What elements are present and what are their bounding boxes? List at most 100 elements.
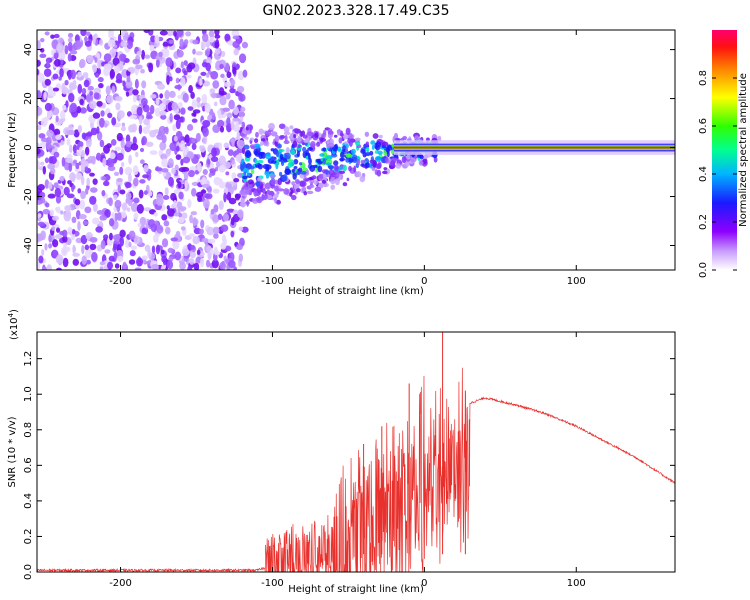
noise-blob bbox=[85, 132, 93, 137]
noise-blob bbox=[199, 228, 204, 235]
noise-blob bbox=[153, 129, 159, 134]
noise-blob bbox=[122, 261, 127, 270]
noise-blob bbox=[53, 33, 60, 39]
noise-blob bbox=[177, 94, 183, 99]
signal-blob bbox=[360, 149, 366, 154]
noise-blob bbox=[37, 142, 40, 148]
noise-blob bbox=[52, 239, 59, 248]
signal-blob bbox=[297, 135, 302, 142]
noise-blob bbox=[72, 144, 77, 154]
signal-blob bbox=[255, 131, 259, 138]
noise-blob bbox=[51, 91, 56, 97]
spec-ytick-label: 0 bbox=[23, 144, 34, 150]
signal-blob bbox=[283, 188, 290, 195]
noise-blob bbox=[235, 194, 241, 201]
signal-blob bbox=[339, 157, 346, 161]
noise-blob bbox=[160, 114, 167, 120]
noise-blob bbox=[217, 109, 222, 120]
signal-blob bbox=[270, 148, 275, 152]
noise-blob bbox=[144, 54, 151, 59]
noise-blob bbox=[167, 176, 174, 187]
noise-blob bbox=[132, 94, 137, 103]
noise-blob bbox=[213, 176, 221, 186]
noise-blob bbox=[114, 96, 123, 101]
noise-blob bbox=[202, 119, 211, 128]
noise-blob bbox=[172, 124, 177, 132]
noise-blob bbox=[133, 212, 139, 221]
noise-blob bbox=[206, 72, 210, 78]
noise-blob bbox=[89, 243, 97, 251]
signal-blob bbox=[365, 162, 370, 169]
snr-ticks: -200 -100 0 100 0.0 0.2 0.4 0.6 0.8 1.0 1.2 bbox=[23, 332, 675, 589]
noise-blob bbox=[113, 171, 120, 177]
signal-blob bbox=[350, 148, 356, 155]
noise-blob bbox=[37, 213, 42, 219]
noise-blob bbox=[78, 214, 87, 220]
noise-blob bbox=[98, 83, 104, 89]
noise-blob bbox=[154, 34, 160, 44]
noise-blob bbox=[72, 80, 77, 86]
noise-blob bbox=[129, 250, 136, 257]
noise-blob bbox=[159, 141, 167, 151]
noise-blob bbox=[143, 164, 149, 173]
signal-blob bbox=[298, 180, 306, 187]
signal-blob bbox=[356, 158, 360, 166]
signal-blob bbox=[285, 147, 290, 155]
snr-scale-prefix: (x10 bbox=[9, 317, 20, 340]
signal-blob bbox=[269, 174, 276, 178]
colorbar-tick-label: 0.6 bbox=[698, 118, 709, 134]
noise-blob bbox=[119, 229, 126, 238]
noise-blob bbox=[66, 193, 75, 199]
noise-blob bbox=[182, 146, 189, 153]
noise-blob bbox=[142, 174, 150, 179]
signal-blob bbox=[273, 193, 279, 199]
signal-blob bbox=[308, 184, 315, 189]
signal-blob bbox=[340, 151, 345, 159]
noise-blob bbox=[59, 67, 64, 78]
noise-blob bbox=[92, 178, 98, 185]
noise-blob bbox=[175, 119, 181, 130]
noise-blob bbox=[43, 116, 50, 122]
noise-blob bbox=[168, 39, 175, 45]
noise-blob bbox=[219, 261, 227, 270]
noise-blob bbox=[155, 58, 160, 68]
noise-blob bbox=[162, 195, 170, 201]
noise-blob bbox=[190, 91, 195, 99]
noise-blob bbox=[231, 172, 237, 180]
noise-blob bbox=[156, 224, 164, 234]
colorbar-label: Normalized spectral amplitude bbox=[738, 73, 749, 227]
noise-blob bbox=[127, 199, 133, 207]
signal-blob bbox=[265, 153, 271, 160]
noise-blob bbox=[112, 234, 121, 241]
noise-blob bbox=[86, 95, 92, 101]
noise-blob bbox=[175, 67, 182, 74]
spec-ytick-label: -20 bbox=[23, 188, 34, 204]
noise-blob bbox=[97, 68, 102, 75]
noise-blob bbox=[162, 41, 169, 47]
signal-blob bbox=[330, 184, 336, 190]
noise-blob bbox=[65, 100, 69, 109]
spec-ytick-label: 20 bbox=[23, 92, 34, 105]
noise-blob bbox=[77, 221, 81, 231]
noise-blob bbox=[166, 74, 170, 85]
noise-blob bbox=[126, 75, 131, 83]
noise-blob bbox=[205, 259, 211, 268]
noise-blob bbox=[102, 234, 109, 240]
noise-blob bbox=[40, 47, 45, 53]
noise-blob bbox=[210, 156, 219, 163]
noise-blob bbox=[166, 205, 170, 210]
noise-blob bbox=[40, 38, 45, 43]
noise-blob bbox=[100, 239, 106, 250]
noise-blob bbox=[130, 143, 139, 151]
noise-blob bbox=[37, 72, 45, 83]
noise-blob bbox=[117, 110, 125, 119]
noise-blob bbox=[108, 197, 113, 207]
noise-blob bbox=[44, 78, 52, 86]
signal-blob bbox=[334, 164, 339, 171]
noise-blob bbox=[138, 116, 143, 125]
signal-blob bbox=[395, 163, 402, 169]
noise-blob bbox=[178, 167, 186, 173]
noise-blob bbox=[92, 34, 96, 45]
noise-blob bbox=[168, 256, 174, 262]
noise-blob bbox=[37, 160, 41, 170]
